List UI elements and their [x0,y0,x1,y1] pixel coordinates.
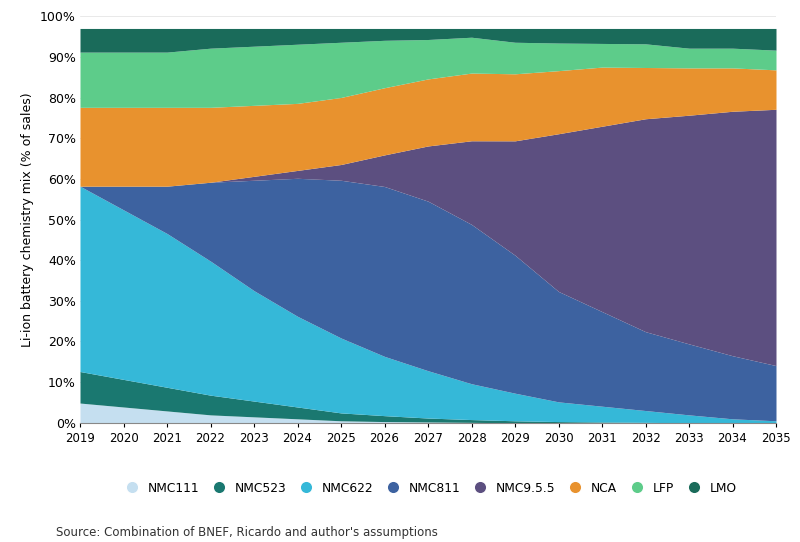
Y-axis label: Li-ion battery chemistry mix (% of sales): Li-ion battery chemistry mix (% of sales… [22,92,34,347]
Legend: NMC111, NMC523, NMC622, NMC811, NMC9.5.5, NCA, LFP, LMO: NMC111, NMC523, NMC622, NMC811, NMC9.5.5… [119,482,737,495]
Text: Source: Combination of BNEF, Ricardo and author's assumptions: Source: Combination of BNEF, Ricardo and… [56,526,438,539]
